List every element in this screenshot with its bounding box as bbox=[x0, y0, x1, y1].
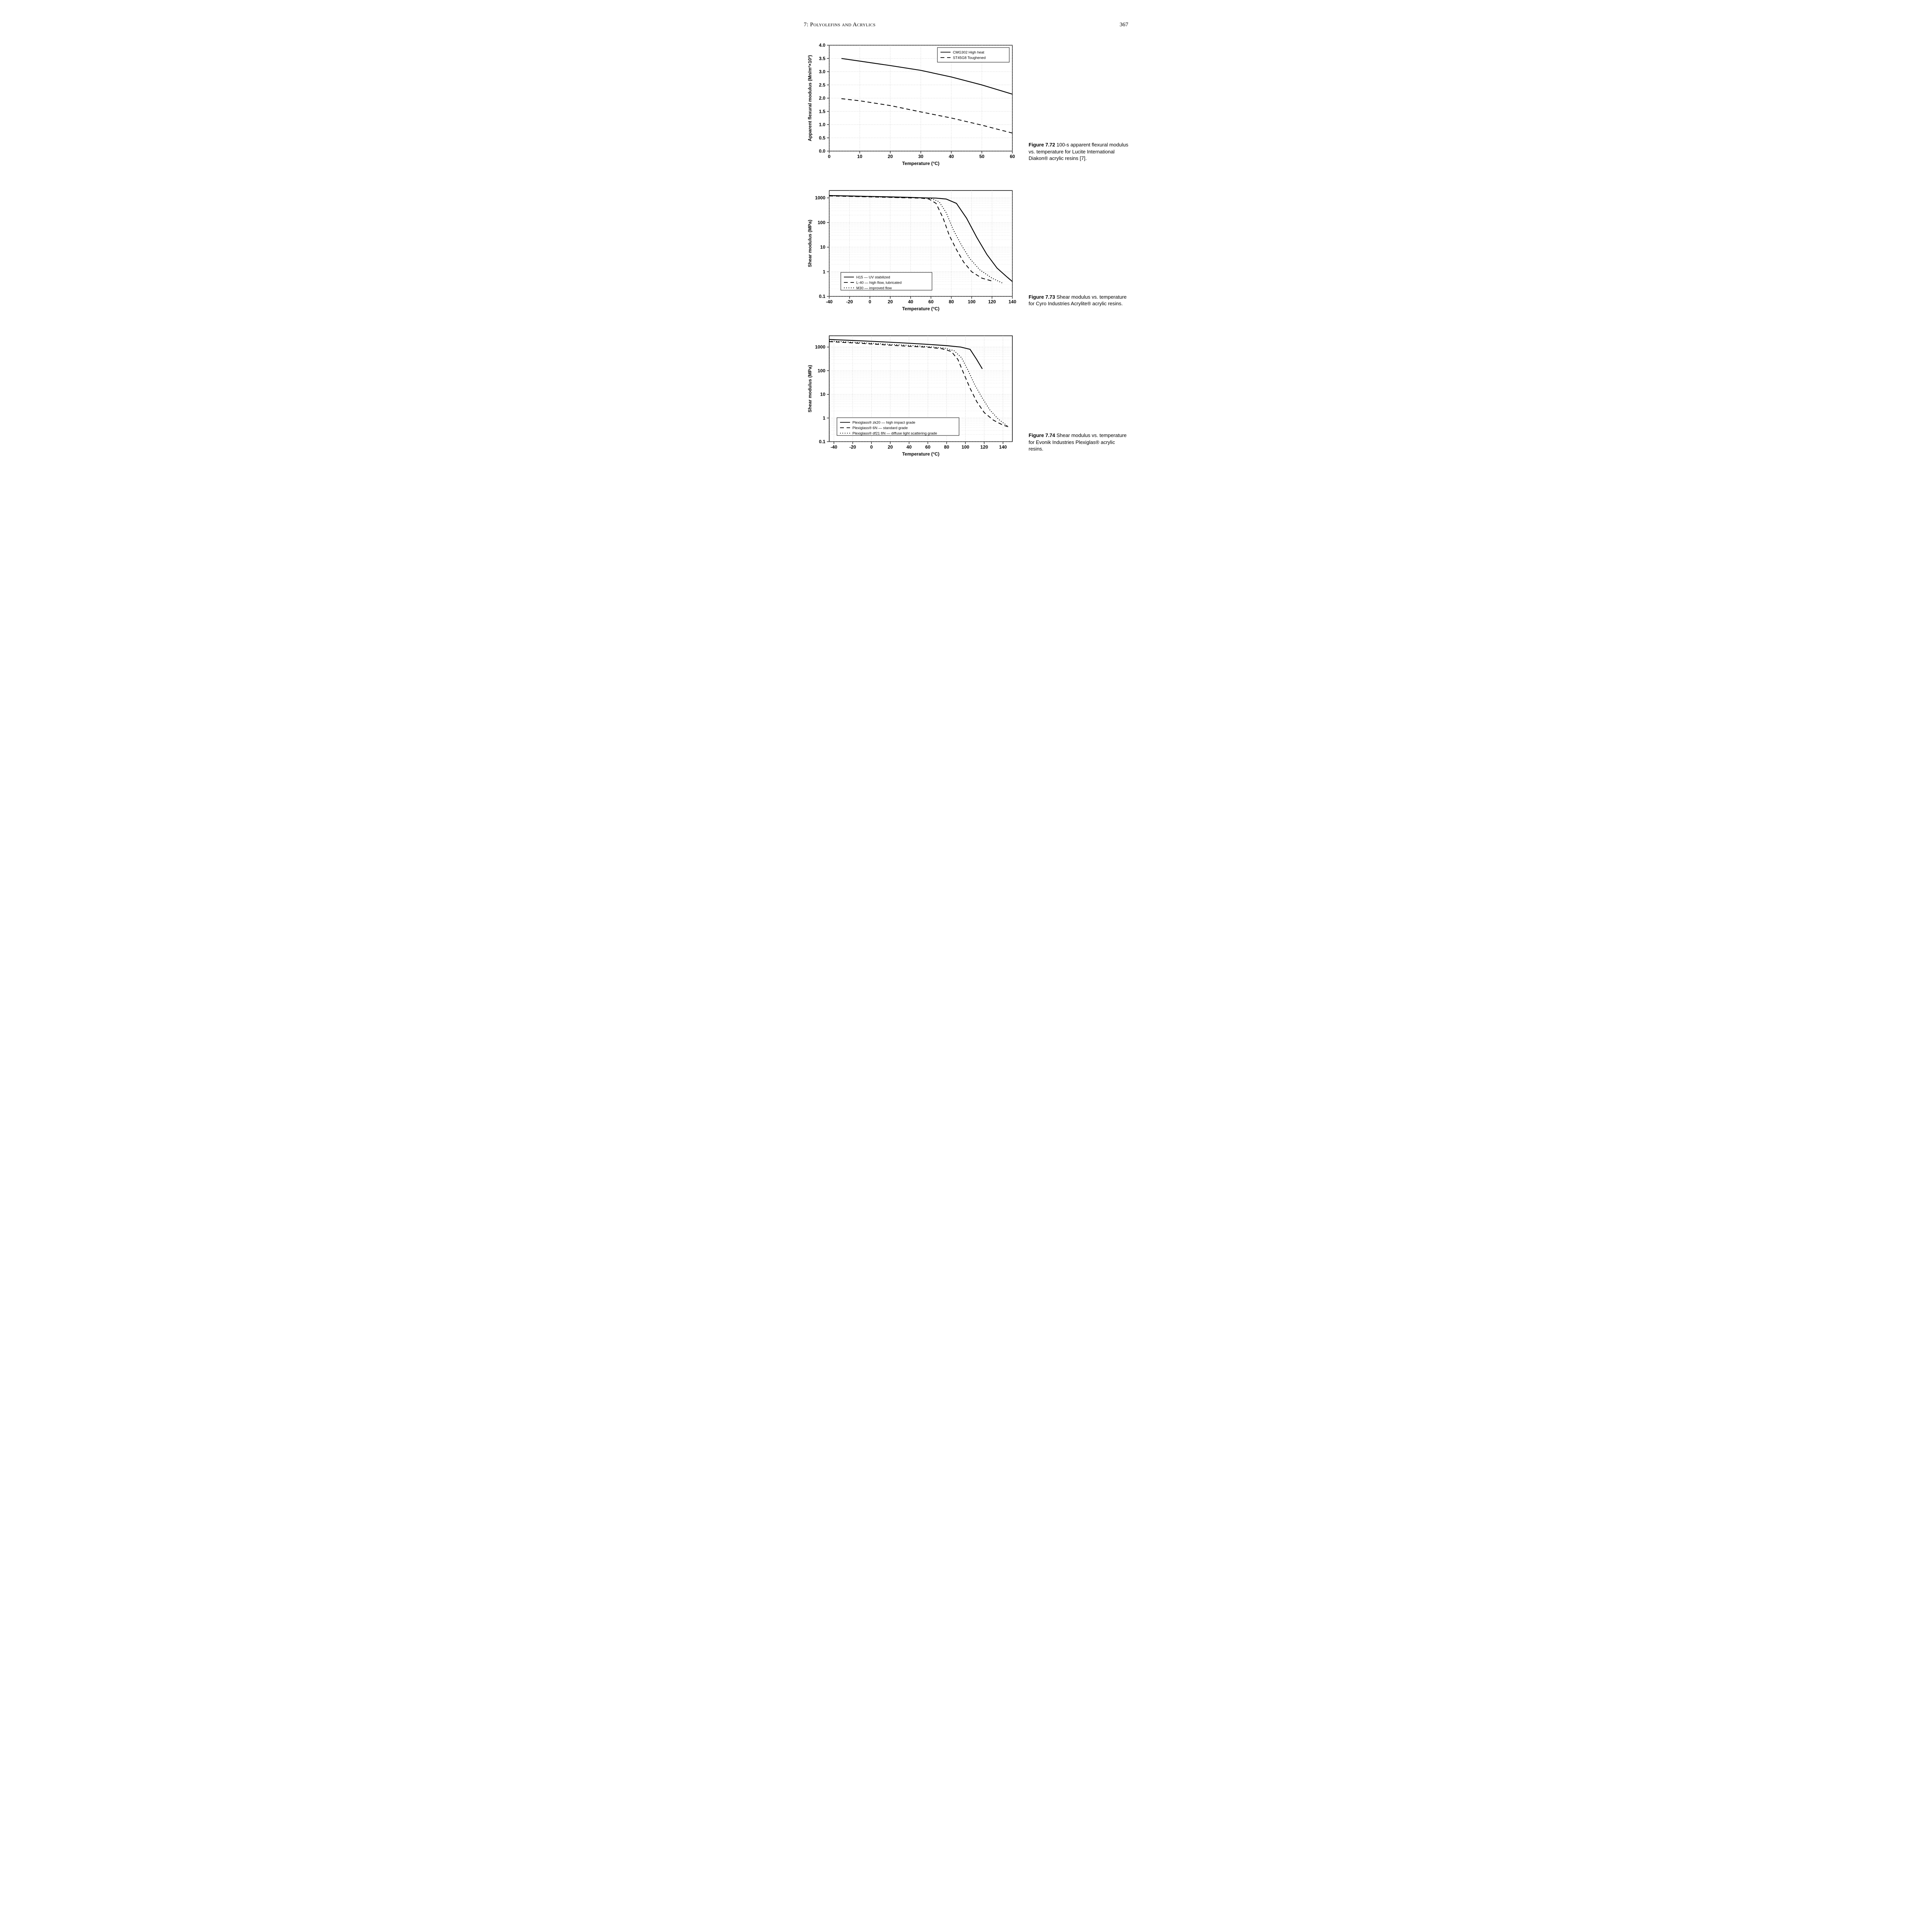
svg-text:1000: 1000 bbox=[815, 344, 825, 350]
svg-text:80: 80 bbox=[944, 444, 949, 450]
svg-text:Apparent flexural modulus (Mn/: Apparent flexural modulus (Mn/m²×10³) bbox=[807, 55, 813, 141]
svg-text:2.5: 2.5 bbox=[819, 82, 825, 88]
svg-text:100: 100 bbox=[818, 220, 825, 225]
svg-text:3.0: 3.0 bbox=[819, 69, 825, 75]
svg-text:10: 10 bbox=[820, 245, 826, 250]
svg-text:Temperature (°C): Temperature (°C) bbox=[902, 161, 940, 166]
svg-text:10: 10 bbox=[820, 392, 826, 397]
svg-text:2.0: 2.0 bbox=[819, 95, 825, 101]
svg-text:Shear modulus (MPa): Shear modulus (MPa) bbox=[807, 220, 813, 267]
svg-text:140: 140 bbox=[1009, 299, 1016, 304]
svg-text:0.1: 0.1 bbox=[819, 294, 825, 299]
svg-text:0: 0 bbox=[870, 444, 873, 450]
svg-text:4.0: 4.0 bbox=[819, 43, 825, 48]
svg-text:1: 1 bbox=[823, 415, 825, 421]
svg-text:0.5: 0.5 bbox=[819, 135, 825, 141]
running-head: 7: Polyolefins and Acrylics 367 bbox=[804, 22, 1128, 28]
svg-text:40: 40 bbox=[906, 444, 912, 450]
svg-text:100: 100 bbox=[961, 444, 969, 450]
caption-773: Figure 7.73 Shear modulus vs. temperatur… bbox=[1020, 294, 1128, 307]
svg-text:20: 20 bbox=[888, 444, 893, 450]
caption-772: Figure 7.72 100-s apparent flexural modu… bbox=[1020, 141, 1128, 162]
svg-text:40: 40 bbox=[949, 154, 954, 159]
svg-text:60: 60 bbox=[1010, 154, 1015, 159]
svg-text:CMG302 High heat: CMG302 High heat bbox=[953, 51, 985, 55]
svg-text:-40: -40 bbox=[826, 299, 833, 304]
svg-text:1: 1 bbox=[823, 269, 825, 274]
svg-text:Plexiglass® 6N — standard grad: Plexiglass® 6N — standard grade bbox=[852, 426, 908, 430]
svg-text:1.0: 1.0 bbox=[819, 122, 825, 128]
svg-text:Temperature (°C): Temperature (°C) bbox=[902, 306, 940, 311]
caption-774: Figure 7.74 Shear modulus vs. temperatur… bbox=[1020, 432, 1128, 452]
svg-text:10: 10 bbox=[857, 154, 862, 159]
svg-text:0: 0 bbox=[869, 299, 871, 304]
caption-num-774: Figure 7.74 bbox=[1029, 432, 1055, 438]
chart-svg-772: 0 10 20 30 40 50 60 0.0 0.5 1.0 1.5 2.0 2.5 3.0 3.5 4.0… bbox=[804, 39, 1020, 170]
svg-text:60: 60 bbox=[929, 299, 934, 304]
svg-text:120: 120 bbox=[988, 299, 996, 304]
svg-text:100: 100 bbox=[968, 299, 976, 304]
running-head-right: 367 bbox=[1120, 22, 1129, 28]
svg-text:-20: -20 bbox=[846, 299, 853, 304]
figure-row-772: 0 10 20 30 40 50 60 0.0 0.5 1.0 1.5 2.0 2.5 3.0 3.5 4.0… bbox=[804, 39, 1128, 170]
svg-text:20: 20 bbox=[888, 154, 893, 159]
svg-text:40: 40 bbox=[908, 299, 913, 304]
svg-text:0: 0 bbox=[828, 154, 831, 159]
figure-row-774: -40 -20 0 20 40 60 80 100 120 140 0.1 1 10 100 1000 Tem… bbox=[804, 330, 1128, 461]
svg-text:1.5: 1.5 bbox=[819, 109, 825, 114]
svg-text:140: 140 bbox=[999, 444, 1007, 450]
caption-num-772: Figure 7.72 bbox=[1029, 142, 1055, 148]
svg-text:Plexiglass® df21 8N — diffuse: Plexiglass® df21 8N — diffuse light scat… bbox=[852, 432, 937, 436]
svg-text:0.0: 0.0 bbox=[819, 148, 825, 154]
svg-text:-20: -20 bbox=[849, 444, 856, 450]
chart-svg-774: -40 -20 0 20 40 60 80 100 120 140 0.1 1 10 100 1000 Tem… bbox=[804, 330, 1020, 461]
svg-text:Temperature (°C): Temperature (°C) bbox=[902, 451, 940, 457]
svg-text:L-40 — high flow, lubricated: L-40 — high flow, lubricated bbox=[856, 281, 901, 285]
chart-774: -40 -20 0 20 40 60 80 100 120 140 0.1 1 10 100 1000 Tem… bbox=[804, 330, 1020, 461]
svg-text:H15 — UV stabilized: H15 — UV stabilized bbox=[856, 276, 890, 280]
svg-text:M30 — improved flow: M30 — improved flow bbox=[856, 286, 892, 291]
svg-text:Plexiglass® zk20 — high impact: Plexiglass® zk20 — high impact grade bbox=[852, 421, 915, 425]
chart-772: 0 10 20 30 40 50 60 0.0 0.5 1.0 1.5 2.0 2.5 3.0 3.5 4.0… bbox=[804, 39, 1020, 170]
svg-text:100: 100 bbox=[818, 368, 825, 373]
svg-text:ST45G8 Toughened: ST45G8 Toughened bbox=[953, 56, 986, 60]
svg-text:-40: -40 bbox=[830, 444, 837, 450]
svg-text:50: 50 bbox=[979, 154, 985, 159]
svg-text:0.1: 0.1 bbox=[819, 439, 825, 444]
svg-text:3.5: 3.5 bbox=[819, 56, 825, 61]
chart-svg-773: -40 -20 0 20 40 60 80 100 120 140 0.1 1 10 100 1000 Tem… bbox=[804, 184, 1020, 316]
svg-text:80: 80 bbox=[949, 299, 954, 304]
figure-row-773: -40 -20 0 20 40 60 80 100 120 140 0.1 1 10 100 1000 Tem… bbox=[804, 184, 1128, 316]
svg-text:30: 30 bbox=[918, 154, 923, 159]
svg-text:1000: 1000 bbox=[815, 195, 825, 201]
caption-num-773: Figure 7.73 bbox=[1029, 294, 1055, 300]
svg-text:120: 120 bbox=[980, 444, 988, 450]
running-head-left: 7: Polyolefins and Acrylics bbox=[804, 22, 876, 28]
svg-text:Shear modulus (MPa): Shear modulus (MPa) bbox=[807, 365, 813, 413]
svg-text:20: 20 bbox=[888, 299, 893, 304]
svg-text:60: 60 bbox=[925, 444, 931, 450]
chart-773: -40 -20 0 20 40 60 80 100 120 140 0.1 1 10 100 1000 Tem… bbox=[804, 184, 1020, 316]
